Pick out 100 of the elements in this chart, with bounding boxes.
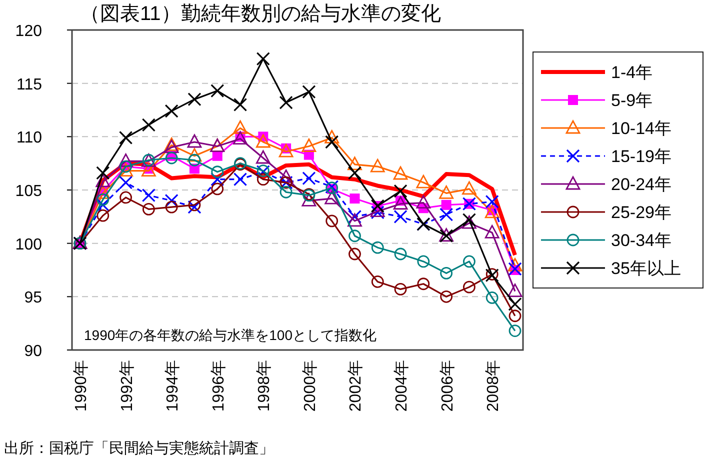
point [118,163,133,176]
point [394,248,407,260]
point [96,186,110,199]
ytick: 120 [15,23,42,40]
legend-label: 5-9年 [611,91,653,110]
point [278,170,294,183]
point [416,174,431,188]
point [188,200,202,214]
point [188,154,201,166]
point [394,283,407,296]
point [256,173,270,186]
point [371,241,384,254]
legend-label: 10-14年 [611,119,672,138]
point [485,194,499,209]
point [96,174,110,188]
point [440,290,453,303]
annotation: 1990年の各年数の給与水準を100として指数化 [84,327,377,343]
point [211,182,224,196]
point [348,230,361,242]
point [394,210,408,224]
point [440,208,454,222]
point [142,118,156,132]
point [508,297,522,311]
point [325,135,339,149]
point [256,52,270,66]
legend-label: 1-4年 [611,63,653,82]
point [348,166,362,180]
point [302,138,316,152]
xtick: 1992年 [118,360,136,412]
point [141,163,156,176]
xtick: 2008年 [485,360,502,412]
xtick: 2006年 [439,360,456,412]
legend-label: 20-24年 [611,175,672,194]
point [348,210,362,224]
point [302,192,316,206]
xtick: 1996年 [210,360,228,412]
point [463,255,476,268]
ytick: 105 [15,183,42,200]
point [348,213,362,227]
point [370,158,385,172]
point [96,193,110,206]
point [441,200,452,210]
point [256,134,270,148]
point [440,267,453,280]
point [484,224,500,238]
point [210,172,224,186]
point [278,144,294,158]
point [439,186,454,199]
point [233,120,248,134]
point [463,280,476,294]
point [120,191,132,204]
point [142,188,156,202]
point [118,130,133,145]
point [96,166,110,180]
point [324,190,340,204]
point [508,258,522,272]
point [348,248,361,260]
xtick: 2004年 [394,360,411,412]
point [96,198,110,212]
annotation: 出所：国税庁「民間給与実態統計調査」 [4,440,274,457]
point [302,171,316,186]
point [417,255,430,268]
ytick: 90 [24,343,42,360]
point [417,278,430,290]
ytick: 110 [16,130,42,147]
point [371,276,384,288]
xtick: 1998年 [256,360,274,412]
point [324,130,340,144]
point [393,166,408,180]
point [508,284,522,298]
ytick: 115 [16,76,42,94]
point [211,166,224,178]
ytick: 100 [15,236,42,254]
point [142,203,155,216]
xtick: 1994年 [164,360,182,412]
point [256,150,270,164]
legend-label: 25-29年 [611,203,672,222]
point [393,196,408,210]
point [416,195,431,208]
point [508,324,522,337]
point [233,98,248,112]
point [484,204,500,218]
point [118,154,133,167]
point [188,92,202,106]
point [348,156,362,170]
point [279,96,293,110]
ytick: 95 [24,290,42,307]
point [233,131,248,144]
point [394,184,408,198]
point [187,134,202,148]
legend-label: 30-34年 [611,231,672,250]
point [164,138,179,151]
point [280,186,292,198]
title: （図表11）勤続年数別の給与水準の変化 [80,3,441,25]
xtick: 1990年 [73,360,90,412]
point [212,150,222,161]
point [187,148,202,162]
point [508,310,522,322]
point [188,198,201,212]
legend-label: 35年以上 [611,259,681,278]
